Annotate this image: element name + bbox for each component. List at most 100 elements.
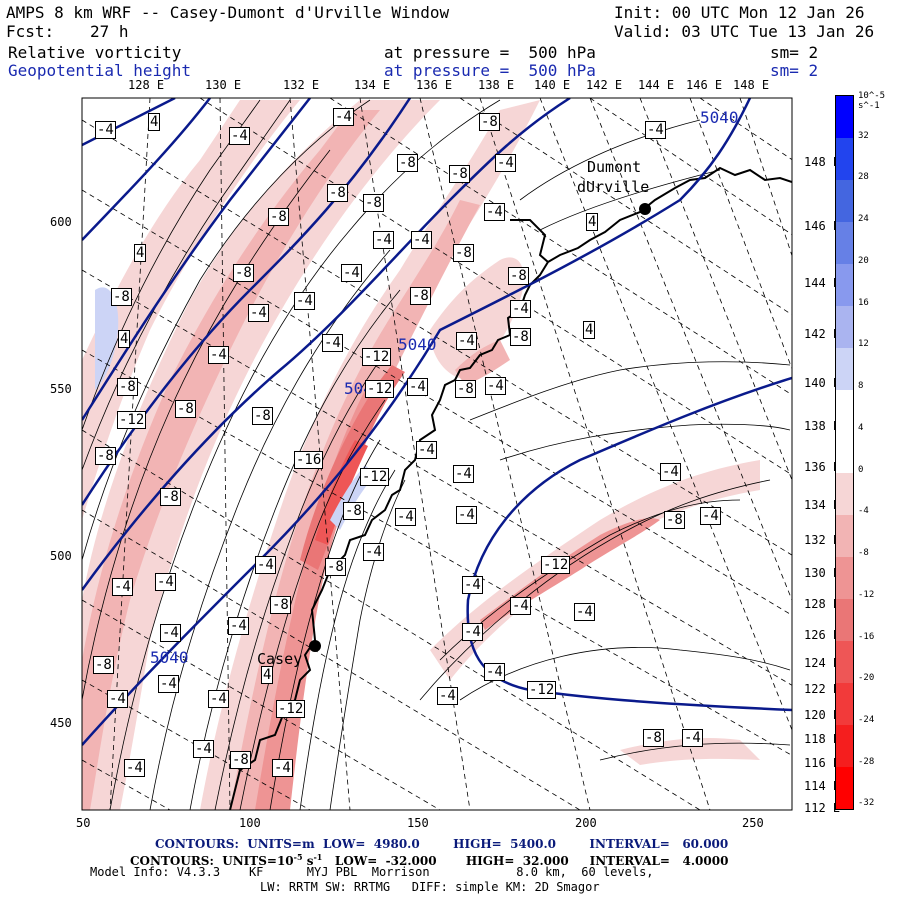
height-label: 5040 [398,335,437,354]
colorbar-segment [836,641,853,684]
vort-label: -4 [645,121,666,139]
vort-label: 4 [586,213,599,231]
colorbar-label: 8 [858,381,864,392]
height-label: 5040 [700,108,739,127]
vort-label: -8 [510,328,531,346]
vort-label: -4 [322,334,343,352]
right-lon-label: 138 E [804,419,841,433]
vort-label: -8 [325,558,346,576]
vort-label: -8 [117,378,138,396]
right-lon-label: 112 E [804,801,841,815]
footer-vorticity-contours: CONTOURS: UNITS=10-5 s-1 LOW= -32.000 HI… [130,851,728,868]
colorbar-segment [836,515,853,558]
vort-label: -12 [360,468,390,486]
right-lon-label: 126 E [804,628,841,642]
forecast-hour: 27 h [90,22,129,41]
vort-label: -4 [510,300,531,318]
y-tick: 550 [50,382,72,396]
colorbar-segment [836,221,853,264]
lat-lon-grid [82,98,792,810]
vort-label: -4 [395,508,416,526]
vort-label: -4 [682,729,703,747]
vort-label: -4 [456,332,477,350]
colorbar-label: 20 [858,255,869,266]
right-lon-label: 114 E [804,779,841,793]
vort-label: -8 [453,244,474,262]
vort-label: -8 [233,264,254,282]
vort-label: -4 [228,617,249,635]
colorbar-segment [836,557,853,600]
top-lon-label: 140 E [534,78,571,92]
colorbar-label: -8 [858,548,869,559]
colorbar-label: 32 [858,130,869,141]
vort-label: -8 [449,165,470,183]
vort-label: -4 [510,597,531,615]
map-title: AMPS 8 km WRF -- Casey-Dumont d'Urville … [6,3,450,22]
vort-label: -4 [272,759,293,777]
top-lon-label: 134 E [354,78,391,92]
right-lon-label: 124 E [804,656,841,670]
top-lon-label: 142 E [586,78,623,92]
vort-label: -4 [462,623,483,641]
colorbar-label: -16 [858,631,875,642]
vort-label: -4 [574,603,595,621]
footer-vort-sup: -5 [293,852,303,862]
vort-label: -4 [660,463,681,481]
vort-label: -4 [495,154,516,172]
colorbar-segment [836,179,853,222]
coast-inlet [510,219,549,263]
casey-marker[interactable] [309,640,321,652]
valid-time: Valid: 03 UTC Tue 13 Jan 26 [614,22,875,41]
vort-label: -4 [407,378,428,396]
x-tick: 200 [575,816,597,830]
right-lon-label: 146 E [804,219,841,233]
vort-label: -4 [700,507,721,525]
forecast-label: Fcst: [6,22,55,41]
vort-label: -4 [229,127,250,145]
footer-height-contours: CONTOURS: UNITS=m LOW= 4980.0 HIGH= 5400… [155,837,729,851]
vort-label: 4 [148,113,161,131]
footer-vort-sup2: -1 [313,852,323,862]
right-lon-label: 132 E [804,533,841,547]
vort-label: -12 [527,681,557,699]
x-tick: 250 [742,816,764,830]
right-lon-label: 140 E [804,376,841,390]
vort-label: -8 [252,407,273,425]
field2-name: Geopotential height [8,61,192,80]
vort-label: -12 [362,348,392,366]
vort-label: -4 [416,441,437,459]
vort-label: -8 [327,184,348,202]
vort-label: -4 [124,759,145,777]
dumont-label-line2: dUrville [577,178,649,196]
vort-label: -8 [397,154,418,172]
colorbar-label: 24 [858,214,869,225]
top-lon-label: 136 E [416,78,453,92]
vort-label: -8 [410,287,431,305]
dumont-durville-marker[interactable] [639,203,651,215]
vort-label: -8 [664,511,685,529]
vort-label: -12 [117,411,147,429]
top-lon-label: 144 E [638,78,675,92]
top-lon-label: 148 E [733,78,770,92]
colorbar-segment [836,96,853,138]
footer-vort-a: CONTOURS: UNITS=10 [130,854,294,868]
colorbar-label: -12 [858,589,875,600]
right-lon-label: 148 E [804,155,841,169]
vort-label: -8 [363,194,384,212]
vort-label: -4 [294,292,315,310]
vort-label: -4 [208,690,229,708]
vort-label: -4 [437,687,458,705]
vort-label: -4 [484,203,505,221]
top-lon-label: 128 E [128,78,165,92]
vort-label: -4 [208,346,229,364]
colorbar-label: 28 [858,172,869,183]
vort-label: -4 [112,578,133,596]
vort-label: -4 [462,576,483,594]
vort-label: -12 [541,556,571,574]
y-tick: 500 [50,549,72,563]
top-lon-label: 130 E [205,78,242,92]
vort-label: -4 [193,740,214,758]
right-lon-label: 116 E [804,756,841,770]
vort-label: -8 [111,288,132,306]
y-tick: 450 [50,716,72,730]
